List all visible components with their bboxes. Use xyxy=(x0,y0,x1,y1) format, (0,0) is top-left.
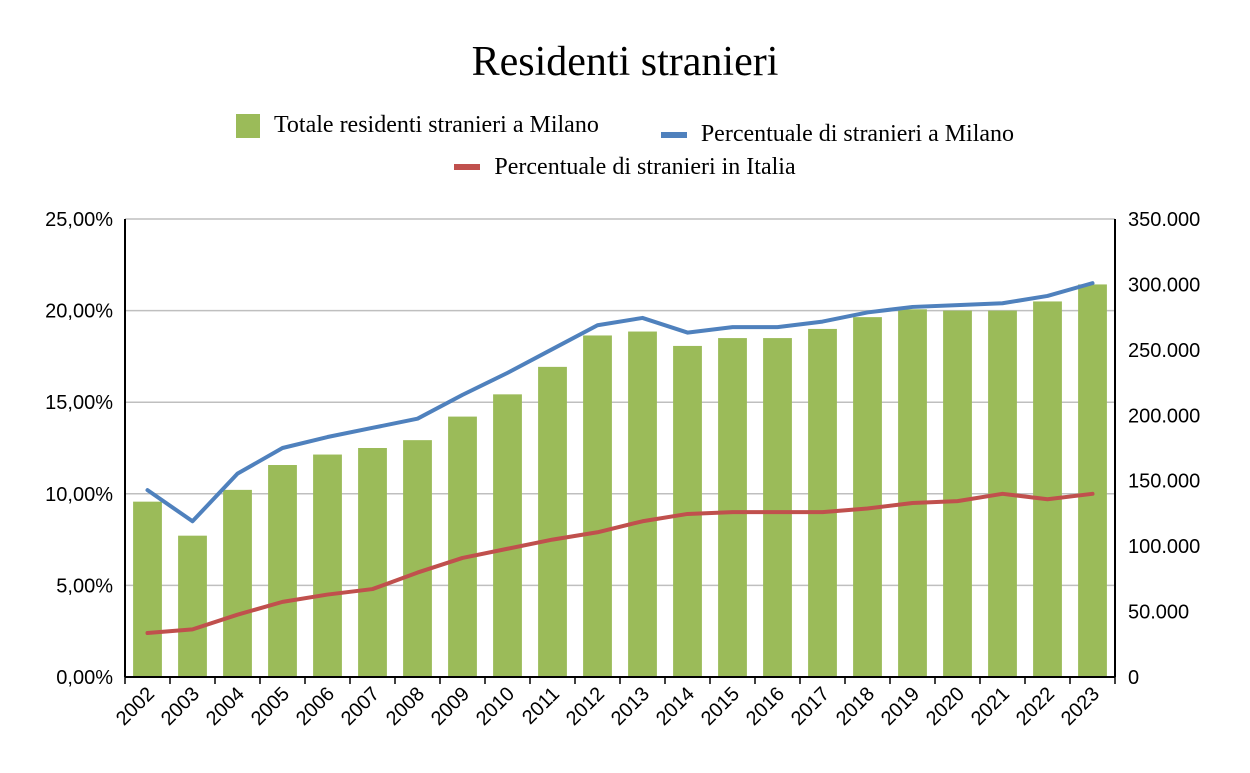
x-tick-label-2019: 2019 xyxy=(877,683,924,730)
bar-2004 xyxy=(223,489,252,677)
x-tick-label-2011: 2011 xyxy=(518,683,564,729)
series-line-1 xyxy=(145,491,1095,636)
y-right-tick-label-1: 50.000 xyxy=(1128,602,1189,624)
x-tick-label-2017: 2017 xyxy=(787,683,834,730)
legend-swatch-totale xyxy=(235,113,260,138)
x-tick-label-2020: 2020 xyxy=(922,683,969,730)
y-right-tick-label-5: 250.000 xyxy=(1128,340,1200,362)
legend-second-row: Percentuale di stranieri in Italia xyxy=(0,150,1250,181)
bar-2018 xyxy=(853,317,882,677)
y-right-tick-label-4: 200.000 xyxy=(1128,405,1200,427)
legend: Totale residenti stranieri a Milano Perc… xyxy=(0,112,1250,148)
legend-label-milano: Percentuale di stranieri a Milano xyxy=(700,121,1015,147)
legend-label-totale: Totale residenti stranieri a Milano xyxy=(273,112,599,138)
x-tick-label-2010: 2010 xyxy=(472,683,519,730)
x-tick-label-2022: 2022 xyxy=(1012,683,1059,730)
y-right-tick-label-2: 100.000 xyxy=(1128,536,1200,558)
bar-2008 xyxy=(403,440,432,677)
bar-2020 xyxy=(943,310,972,677)
x-tick-label-2006: 2006 xyxy=(292,683,339,730)
legend-swatch-italia xyxy=(454,164,481,170)
x-tick-label-2016: 2016 xyxy=(742,683,789,730)
x-tick-label-2014: 2014 xyxy=(652,683,699,730)
bar-2010 xyxy=(493,394,522,677)
bar-2013 xyxy=(628,331,657,677)
bar-2016 xyxy=(763,338,792,677)
bar-2009 xyxy=(448,416,477,677)
legend-item-totale: Totale residenti stranieri a Milano xyxy=(235,112,599,139)
bar-2003 xyxy=(178,535,207,677)
y-right-tick-label-7: 350.000 xyxy=(1128,209,1200,231)
bar-2002 xyxy=(133,501,162,677)
x-tick-label-2004: 2004 xyxy=(202,683,249,730)
bar-2023 xyxy=(1078,284,1107,677)
y-right-tick-label-0: 0 xyxy=(1128,667,1139,689)
legend-swatch-milano xyxy=(660,131,687,138)
legend-item-milano: Percentuale di stranieri a Milano xyxy=(660,121,1015,148)
y-left-tick-label-1: 5,00% xyxy=(56,575,113,597)
x-tick-label-2018: 2018 xyxy=(832,683,879,730)
y-left-tick-label-0: 0,00% xyxy=(56,667,113,689)
legend-item-italia: Percentuale di stranieri in Italia xyxy=(454,153,796,181)
bar-2014 xyxy=(673,345,702,677)
bar-2019 xyxy=(898,309,927,677)
y-left-tick-label-4: 20,00% xyxy=(45,301,113,323)
bar-2022 xyxy=(1033,301,1062,677)
x-tick-label-2023: 2023 xyxy=(1057,683,1104,730)
bar-2017 xyxy=(808,328,837,677)
y-left-tick-label-5: 25,00% xyxy=(45,209,113,231)
chart-title: Residenti stranieri xyxy=(471,39,779,85)
legend-label-italia: Percentuale di stranieri in Italia xyxy=(494,153,796,180)
bar-2011 xyxy=(538,366,567,677)
y-left-tick-label-2: 10,00% xyxy=(45,484,113,506)
x-tick-label-2009: 2009 xyxy=(427,683,474,730)
x-tick-label-2021: 2021 xyxy=(967,683,1014,730)
bar-2005 xyxy=(268,465,297,677)
bar-2006 xyxy=(313,454,342,677)
bar-2015 xyxy=(718,338,747,677)
x-tick-label-2005: 2005 xyxy=(247,683,294,730)
x-tick-label-2013: 2013 xyxy=(607,683,654,730)
x-tick-label-2008: 2008 xyxy=(382,683,429,730)
series-line-0 xyxy=(145,281,1095,524)
y-right-tick-label-3: 150.000 xyxy=(1128,471,1200,493)
bar-2012 xyxy=(583,335,612,677)
y-left-tick-label-3: 15,00% xyxy=(45,392,113,414)
x-tick-label-2002: 2002 xyxy=(112,683,159,730)
x-tick-label-2015: 2015 xyxy=(697,683,744,730)
bar-2007 xyxy=(358,448,387,677)
x-tick-label-2003: 2003 xyxy=(157,683,204,730)
x-tick-label-2007: 2007 xyxy=(337,683,384,730)
y-right-tick-label-6: 300.000 xyxy=(1128,274,1200,296)
x-tick-label-2012: 2012 xyxy=(562,683,609,730)
